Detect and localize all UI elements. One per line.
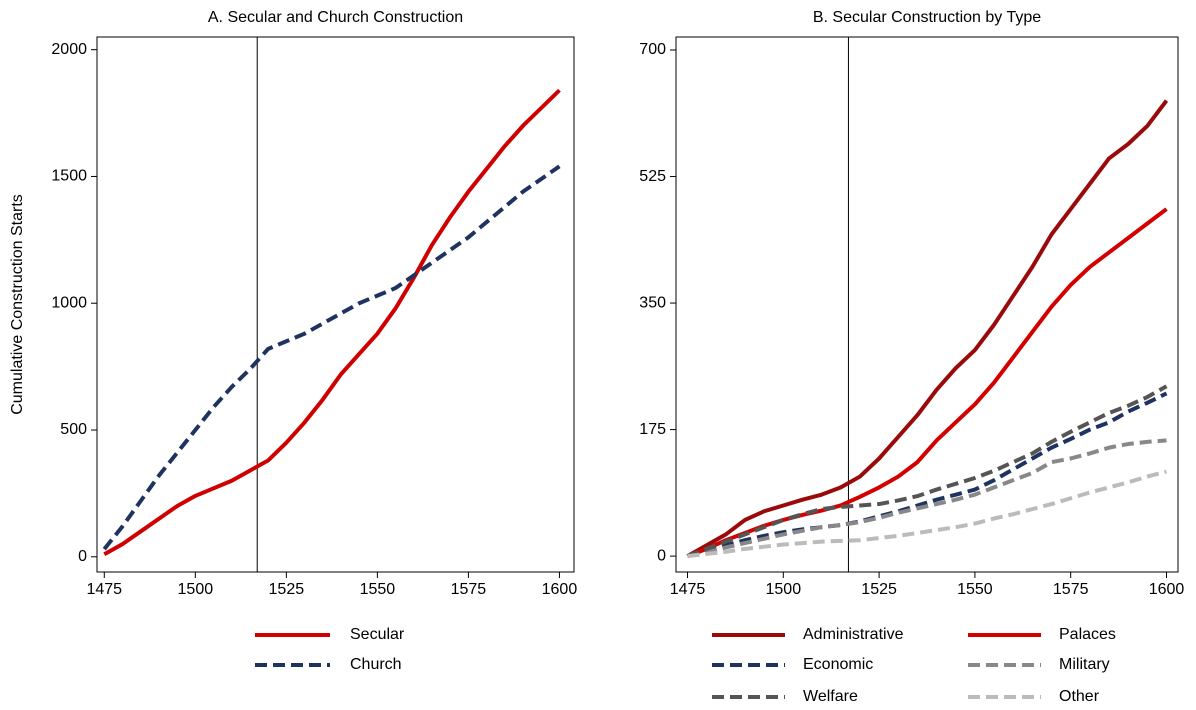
y-axis-label: Cumulative Construction Starts (9, 194, 26, 415)
legend-label: Welfare (803, 688, 858, 705)
x-tick-label: 1475 (670, 581, 706, 598)
y-tick-label: 500 (60, 421, 87, 438)
y-tick-label: 1000 (51, 294, 87, 311)
x-tick-label: 1550 (360, 581, 396, 598)
x-tick-label: 1500 (178, 581, 214, 598)
x-tick-label: 1575 (1053, 581, 1089, 598)
x-tick-label: 1600 (1149, 581, 1185, 598)
legend-label: Secular (350, 626, 405, 643)
x-tick-label: 1525 (861, 581, 897, 598)
x-tick-label: 1550 (957, 581, 993, 598)
y-tick-label: 700 (639, 41, 666, 58)
legend-label: Economic (803, 656, 873, 673)
plot-frame (96, 36, 575, 573)
legend-label: Church (350, 656, 402, 673)
x-tick-label: 1475 (86, 581, 122, 598)
series-line (686, 99, 1169, 558)
series-line (687, 469, 1168, 559)
series-line (686, 384, 1168, 558)
series-line (103, 88, 561, 556)
plot-frame (675, 36, 1179, 573)
y-tick-label: 350 (639, 294, 666, 311)
y-tick-label: 2000 (51, 41, 87, 58)
chart-title: A. Secular and Church Construction (208, 9, 463, 26)
y-tick-label: 0 (657, 547, 666, 564)
legend-label: Palaces (1059, 626, 1116, 643)
x-tick-label: 1575 (451, 581, 487, 598)
y-tick-label: 1500 (51, 168, 87, 185)
y-tick-label: 525 (639, 168, 666, 185)
legend-label: Administrative (803, 626, 904, 643)
chart-title: B. Secular Construction by Type (813, 9, 1041, 26)
legend-label: Other (1059, 688, 1100, 705)
x-tick-label: 1500 (766, 581, 802, 598)
x-tick-label: 1525 (269, 581, 305, 598)
y-tick-label: 0 (78, 548, 87, 565)
series-line (686, 391, 1168, 559)
x-tick-label: 1600 (542, 581, 578, 598)
y-tick-label: 175 (639, 421, 666, 438)
legend-label: Military (1059, 656, 1110, 673)
series-line (687, 438, 1167, 559)
series-line (686, 207, 1168, 558)
series-line (102, 164, 561, 551)
